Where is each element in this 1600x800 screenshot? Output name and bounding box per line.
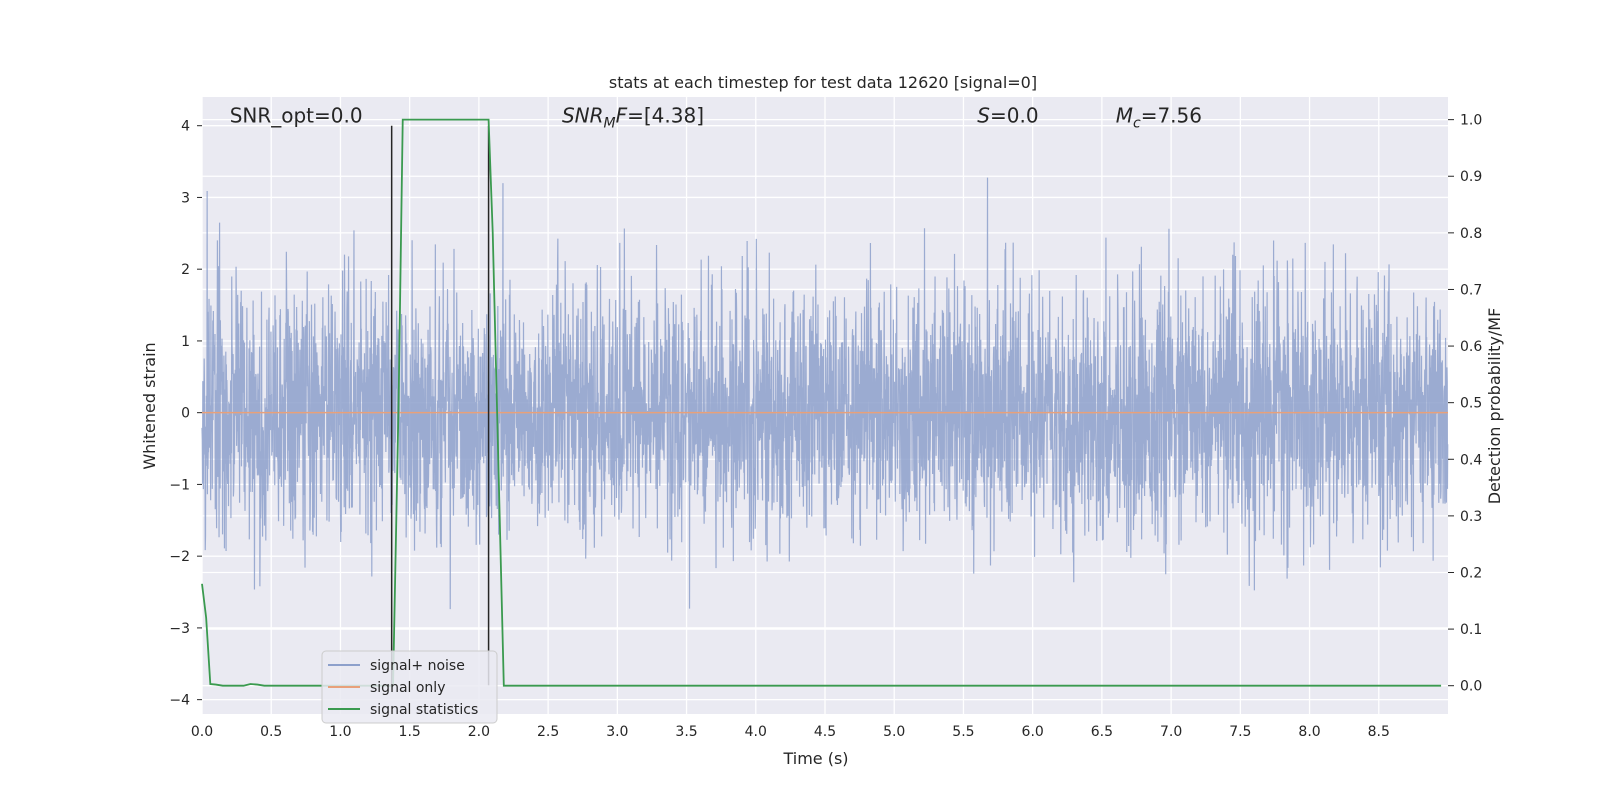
- x-tick-label: 0.5: [260, 724, 282, 740]
- x-axis-label: Time (s): [782, 749, 848, 768]
- chart-title: stats at each timestep for test data 126…: [609, 73, 1037, 92]
- noise-line: [201, 177, 1449, 610]
- y-right-tick-label: 0.5: [1460, 396, 1482, 412]
- x-tick-label: 2.5: [537, 724, 559, 740]
- y-left-tick-label: 2: [181, 262, 190, 278]
- x-tick-label: 3.0: [606, 724, 628, 740]
- legend: signal+ noise signal only signal statistic…: [321, 650, 498, 724]
- x-tick-label: 8.5: [1368, 724, 1390, 740]
- legend-label: signal+ noise: [370, 658, 465, 674]
- x-tick-label: 8.0: [1298, 724, 1320, 740]
- y-left-tick-label: 1: [181, 334, 190, 350]
- annotations: SNR_opt=0.0 SNRMF=[4.38] S=0.0 Mc=7.56: [230, 104, 1202, 132]
- y-right-axis-ticks: 0.0 0.1 0.2 0.3 0.4 0.5 0.6 0.7 0.8 0.9 1.0: [1448, 113, 1482, 695]
- x-tick-label: 6.5: [1091, 724, 1113, 740]
- y-right-tick-label: 0.9: [1460, 169, 1482, 185]
- x-tick-label: 5.0: [883, 724, 905, 740]
- x-tick-label: 3.5: [675, 724, 697, 740]
- y-right-tick-label: 0.1: [1460, 622, 1482, 638]
- y-left-tick-label: 0: [181, 406, 190, 422]
- legend-box: [321, 650, 498, 724]
- annotation: SNRMF=[4.38]: [562, 104, 704, 132]
- y-right-tick-label: 0.4: [1460, 452, 1482, 468]
- x-tick-label: 4.0: [745, 724, 767, 740]
- x-tick-label: 6.0: [1022, 724, 1044, 740]
- x-tick-label: 7.5: [1229, 724, 1251, 740]
- x-tick-label: 1.0: [329, 724, 351, 740]
- y-right-tick-label: 0.8: [1460, 226, 1482, 242]
- y-left-tick-label: 4: [181, 119, 190, 135]
- x-tick-label: 1.5: [399, 724, 421, 740]
- y-left-tick-label: −1: [169, 477, 190, 493]
- x-tick-label: 4.5: [814, 724, 836, 740]
- x-axis-ticks: 0.0 0.5 1.0 1.5 2.0 2.5 3.0 3.5 4.0 4.5 5.0 5.5 6.0 6…: [191, 724, 1390, 740]
- x-tick-label: 2.0: [468, 724, 490, 740]
- vertical-lines: [390, 125, 490, 686]
- legend-label: signal statistics: [370, 702, 478, 718]
- y-right-tick-label: 0.3: [1460, 509, 1482, 525]
- y-right-tick-label: 1.0: [1460, 113, 1482, 129]
- series-signal-noise: [201, 177, 1449, 610]
- legend-label: signal only: [370, 680, 445, 696]
- y-left-axis-ticks: −4 −3 −2 −1 0 1 2 3 4: [169, 119, 202, 709]
- annotation: SNR_opt=0.0: [230, 104, 363, 128]
- y-left-tick-label: −2: [169, 549, 190, 565]
- x-tick-label: 5.5: [952, 724, 974, 740]
- y-right-tick-label: 0.7: [1460, 282, 1482, 298]
- y-right-tick-label: 0.6: [1460, 339, 1482, 355]
- annotation: Mc=7.56: [1116, 104, 1202, 132]
- x-tick-label: 0.0: [191, 724, 213, 740]
- y-right-tick-label: 0.2: [1460, 565, 1482, 581]
- y-right-axis-label: Detection probability/MF: [1485, 308, 1504, 505]
- annotation: S=0.0: [977, 104, 1038, 128]
- y-left-tick-label: −3: [169, 621, 190, 637]
- x-tick-label: 7.0: [1160, 724, 1182, 740]
- y-left-tick-label: 3: [181, 190, 190, 206]
- signal-statistics-line: [201, 118, 1442, 687]
- series-signal-statistics: [201, 118, 1442, 687]
- y-left-tick-label: −4: [169, 693, 190, 709]
- y-right-tick-label: 0.0: [1460, 679, 1482, 695]
- y-left-axis-label: Whitened strain: [140, 342, 159, 469]
